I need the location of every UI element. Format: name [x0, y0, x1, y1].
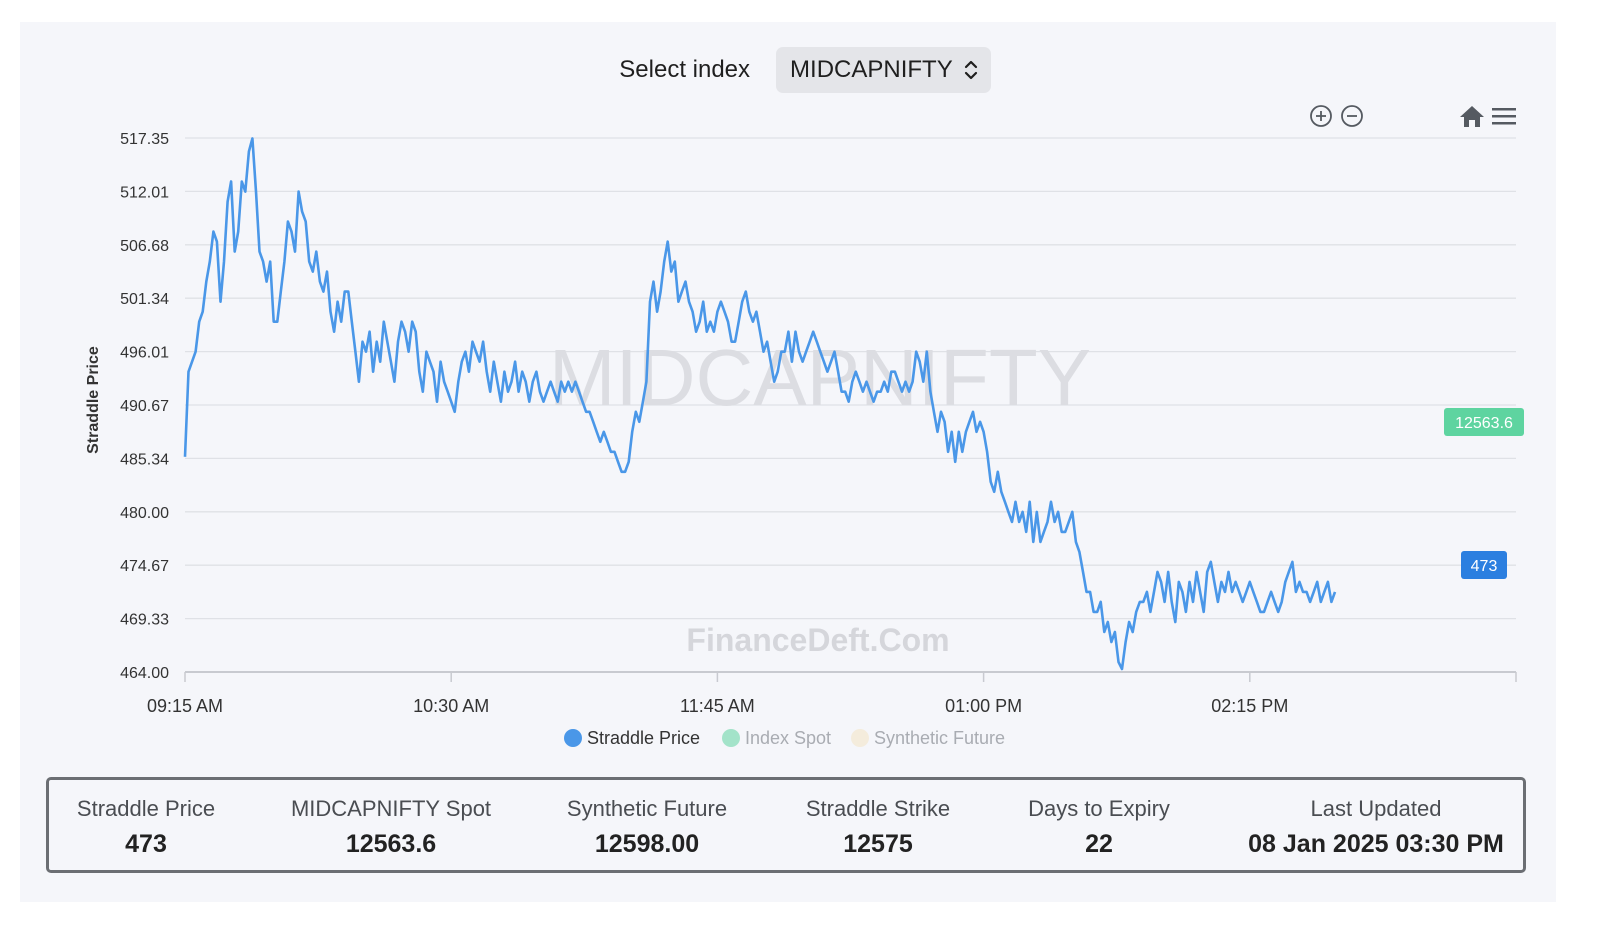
x-axis-ticks: 09:15 AM 10:30 AM 11:45 AM 01:00 PM 02:15 PM	[147, 672, 1517, 716]
chart-legend: Straddle Price Index Spot Synthetic Future	[564, 728, 1005, 748]
x-tick-label: 01:00 PM	[945, 696, 1022, 716]
zoom-out-icon[interactable]	[1340, 104, 1364, 128]
stat-value: 12563.6	[345, 830, 437, 858]
legend-item: Index Spot	[745, 728, 831, 748]
legend-marker	[564, 729, 582, 747]
stat-last-updated: Last Updated 08 Jan 2025 03:30 PM	[1248, 796, 1504, 859]
watermark-index: MIDCAPNIFTY	[549, 333, 1091, 422]
stat-value: 12598.00	[594, 830, 700, 858]
y-tick-label: 506.68	[120, 238, 169, 255]
stat-straddle-strike: Straddle Strike 12575	[806, 796, 950, 859]
chart-card	[20, 22, 1556, 902]
y-axis-ticks: 517.35 512.01 506.68 501.34 496.01 490.67 485.…	[120, 131, 169, 682]
stats-panel: Straddle Price 473 MIDCAPNIFTY Spot 1256…	[46, 777, 1526, 873]
x-tick-label: 09:15 AM	[147, 696, 223, 716]
y-tick-label: 485.34	[120, 451, 169, 468]
stat-label: Synthetic Future	[566, 796, 728, 821]
straddle-tooltip	[1461, 551, 1507, 579]
index-selector-row: Select index MIDCAPNIFTY	[0, 47, 1610, 93]
legend-item: Straddle Price	[587, 728, 700, 748]
index-select[interactable]: MIDCAPNIFTY	[776, 47, 991, 93]
stat-synthetic-future: Synthetic Future 12598.00	[567, 796, 727, 859]
stat-days-to-expiry: Days to Expiry 22	[1028, 796, 1170, 859]
chevron-up-down-icon	[964, 60, 977, 80]
watermark-site: FinanceDeft.Com	[686, 622, 949, 658]
x-tick-label: 11:45 AM	[680, 696, 755, 716]
chart-grid	[185, 137, 1516, 673]
y-tick-label: 517.35	[120, 131, 169, 148]
stat-label: Last Updated	[1310, 796, 1442, 821]
straddle-tooltip-label: 473	[1471, 558, 1498, 575]
stat-straddle-price: Straddle Price 473	[77, 796, 215, 859]
legend-marker	[851, 729, 869, 747]
y-tick-label: 496.01	[120, 345, 169, 362]
y-tick-label: 469.33	[120, 612, 169, 629]
stat-value: 12575	[843, 830, 913, 858]
stat-value: 473	[125, 830, 167, 858]
y-tick-label: 512.01	[120, 184, 169, 201]
index-spot-tooltip-label: 12563.6	[1455, 415, 1513, 432]
y-tick-label: 464.00	[120, 665, 169, 682]
straddle-price-line	[183, 137, 1337, 671]
index-select-value: MIDCAPNIFTY	[790, 56, 953, 83]
y-tick-label: 474.67	[120, 558, 169, 575]
x-tick-label: 02:15 PM	[1211, 696, 1288, 716]
y-tick-label: 501.34	[120, 291, 169, 308]
y-axis-label: Straddle Price	[85, 346, 102, 454]
stat-label: Straddle Strike	[805, 796, 951, 821]
stat-index-spot: MIDCAPNIFTY Spot 12563.6	[291, 796, 491, 859]
select-index-label: Select index	[619, 56, 751, 83]
legend-marker	[722, 729, 740, 747]
stat-label: MIDCAPNIFTY Spot	[290, 796, 492, 821]
stat-value: 22	[1085, 830, 1113, 858]
y-tick-label: 490.67	[120, 398, 169, 415]
index-spot-tooltip	[1444, 408, 1524, 436]
stat-label: Straddle Price	[76, 796, 216, 821]
menu-icon[interactable]	[1491, 106, 1517, 126]
legend-item: Synthetic Future	[874, 728, 1005, 748]
x-tick-label: 10:30 AM	[413, 696, 489, 716]
chart-tooltips: 12563.6 473	[1444, 408, 1524, 579]
zoom-in-icon[interactable]	[1309, 104, 1333, 128]
home-icon[interactable]	[1459, 104, 1485, 128]
stat-value: 08 Jan 2025 03:30 PM	[1248, 830, 1504, 858]
straddle-chart: MIDCAPNIFTY FinanceDeft.Com 517.35 512.01…	[85, 131, 1524, 748]
y-tick-label: 480.00	[120, 505, 169, 522]
stat-label: Days to Expiry	[1028, 796, 1170, 821]
